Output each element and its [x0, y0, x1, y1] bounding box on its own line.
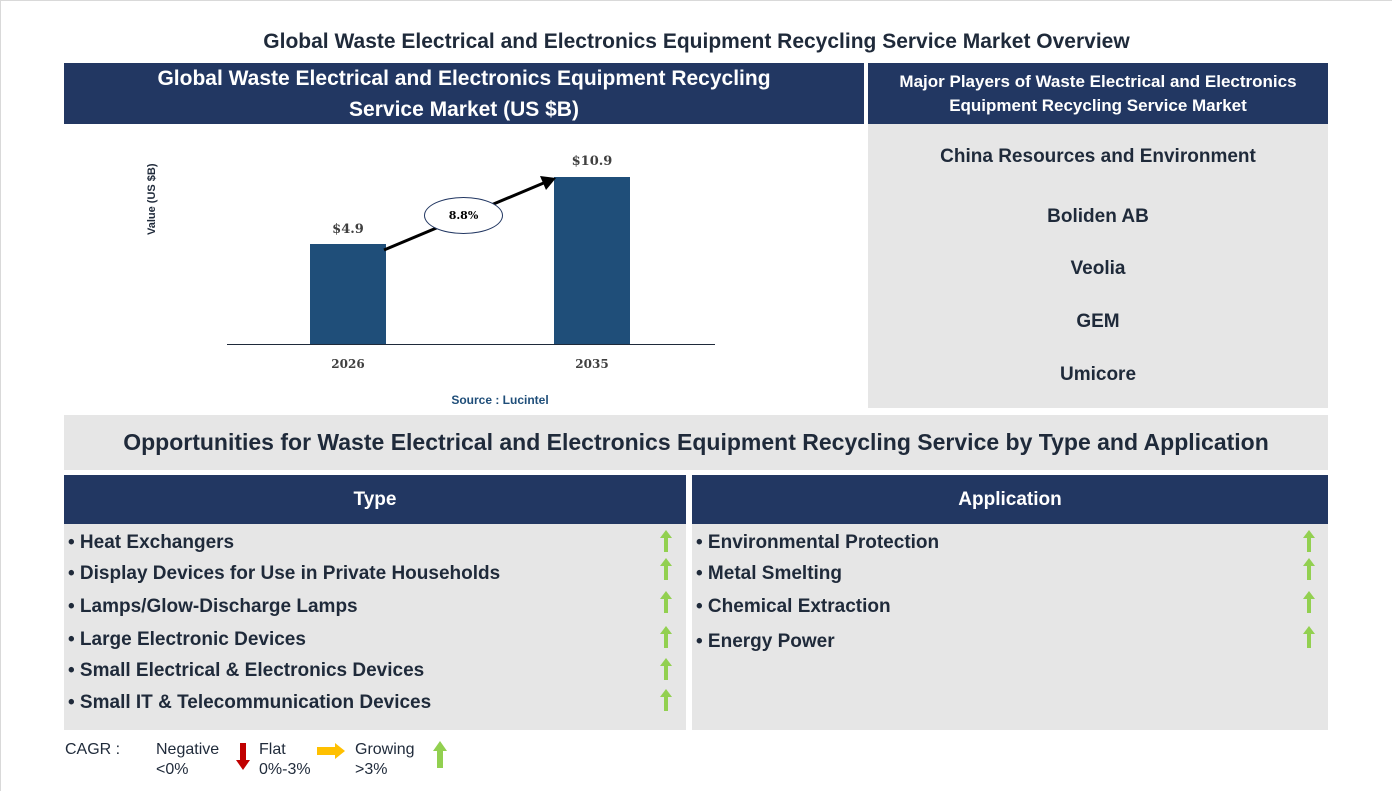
growing-arrow-icon — [660, 689, 672, 711]
application-item: • Environmental Protection — [696, 532, 940, 553]
type-item: • Small IT & Telecommunication Devices — [68, 692, 432, 713]
legend-flat: Flat 0%-3% — [259, 740, 311, 780]
legend-negative-name: Negative — [156, 741, 220, 758]
player-item: China Resources and Environment — [940, 146, 1256, 167]
growing-arrow-icon — [660, 530, 672, 552]
chart-header-line2: Service Market (US $B) — [349, 97, 579, 121]
growing-arrow-icon — [660, 558, 672, 580]
legend-label: CAGR : — [65, 741, 121, 758]
application-column-header: Application — [692, 475, 1328, 524]
application-item: • Metal Smelting — [696, 563, 843, 584]
x-tick-2026: 2026 — [331, 357, 365, 371]
application-list: • Environmental Protection • Metal Smelt… — [692, 524, 1328, 730]
type-column-header: Type — [64, 475, 686, 524]
player-item: Veolia — [1070, 258, 1126, 279]
player-item: Boliden AB — [1047, 206, 1149, 227]
growing-arrow-icon — [660, 591, 672, 613]
growing-arrow-icon — [1303, 530, 1315, 552]
application-item: • Energy Power — [696, 631, 835, 652]
bar-2035 — [554, 177, 630, 344]
growing-arrow-icon — [1303, 626, 1315, 648]
chart-header-line1: Global Waste Electrical and Electronics … — [157, 66, 771, 90]
players-panel-header: Major Players of Waste Electrical and El… — [868, 63, 1328, 124]
cagr-value: 8.8% — [448, 209, 479, 222]
legend-growing: Growing >3% — [355, 740, 415, 780]
growing-arrow-icon — [660, 658, 672, 680]
player-item: Umicore — [1059, 364, 1137, 385]
players-header-line1: Major Players of Waste Electrical and El… — [899, 71, 1297, 91]
growing-arrow-icon — [433, 741, 447, 768]
legend-negative: Negative <0% — [156, 740, 219, 780]
type-item: • Display Devices for Use in Private Hou… — [68, 563, 501, 584]
type-item: • Heat Exchangers — [68, 532, 235, 553]
players-list: China Resources and Environment Boliden … — [868, 124, 1328, 408]
type-item: • Lamps/Glow-Discharge Lamps — [68, 596, 358, 617]
application-item: • Chemical Extraction — [696, 596, 891, 617]
type-item: • Small Electrical & Electronics Devices — [68, 660, 425, 681]
legend-flat-name: Flat — [259, 741, 286, 758]
negative-arrow-icon — [236, 743, 250, 770]
y-axis-label: Value (US $B) — [146, 163, 158, 235]
legend-flat-range: 0%-3% — [259, 761, 311, 778]
bar-value-label-2026: $4.9 — [332, 222, 364, 237]
page-title: Global Waste Electrical and Electronics … — [263, 30, 1130, 53]
flat-arrow-icon — [317, 743, 345, 759]
x-tick-2035: 2035 — [575, 357, 609, 371]
type-item: • Large Electronic Devices — [68, 629, 306, 650]
growing-arrow-icon — [1303, 558, 1315, 580]
x-axis-line — [227, 344, 715, 345]
growing-arrow-icon — [660, 626, 672, 648]
bar-value-label-2035: $10.9 — [571, 154, 613, 169]
opportunities-title: Opportunities for Waste Electrical and E… — [64, 415, 1328, 470]
legend-growing-name: Growing — [355, 741, 415, 758]
player-item: GEM — [1076, 311, 1120, 332]
legend-growing-range: >3% — [355, 761, 388, 778]
growing-arrow-icon — [1303, 591, 1315, 613]
chart-panel-header: Global Waste Electrical and Electronics … — [64, 63, 864, 124]
source-label: Source : Lucintel — [451, 393, 549, 407]
type-list: • Heat Exchangers • Display Devices for … — [64, 524, 686, 730]
cagr-badge: 8.8% — [424, 197, 503, 234]
bar-2026 — [310, 244, 386, 344]
players-header-line2: Equipment Recycling Service Market — [949, 95, 1247, 115]
legend-negative-range: <0% — [156, 761, 189, 778]
